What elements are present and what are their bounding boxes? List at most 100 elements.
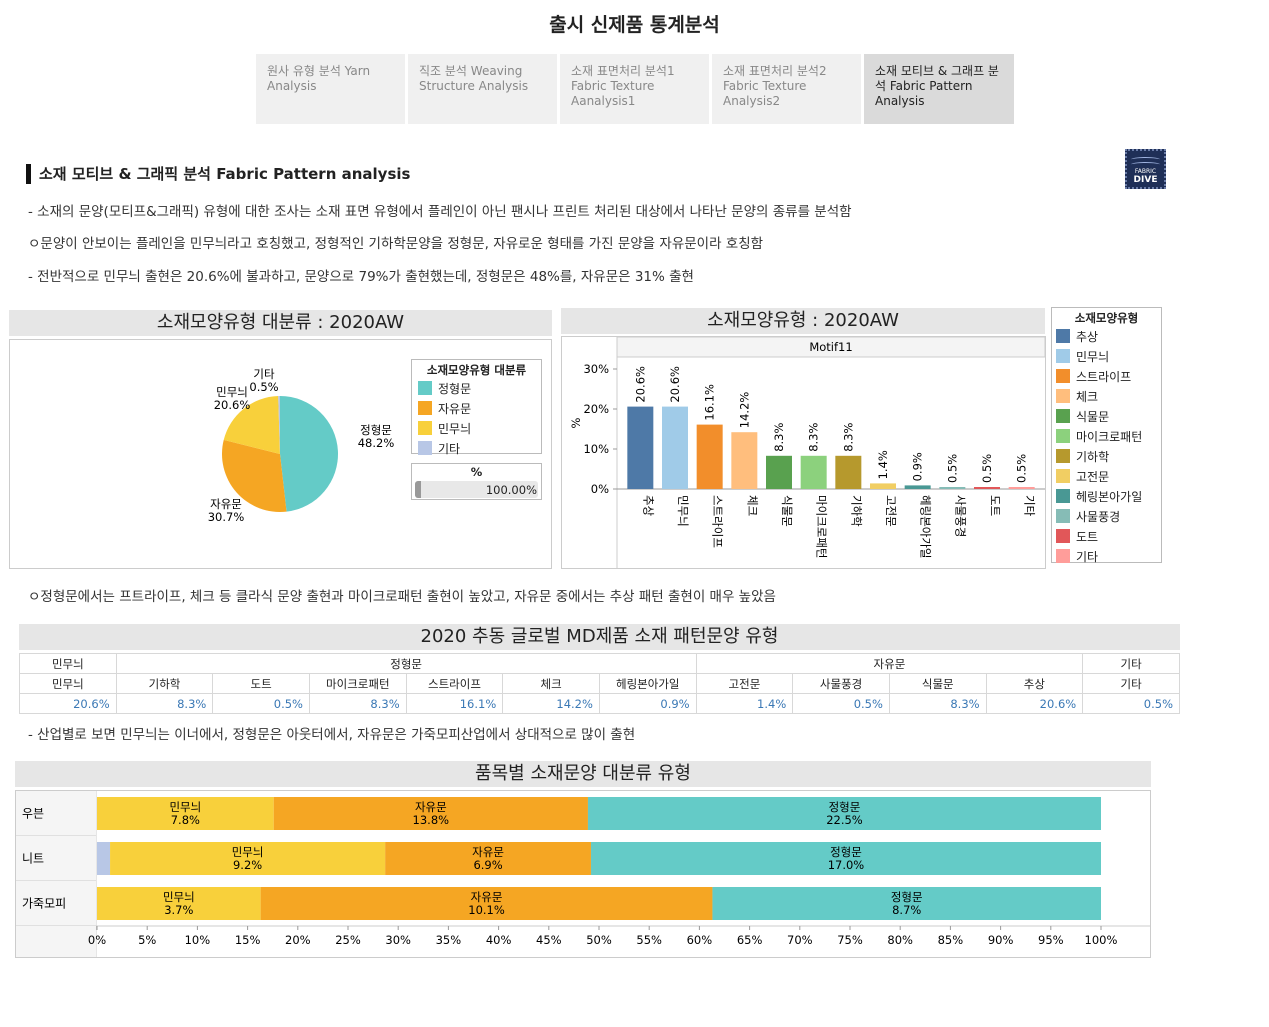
pie-legend-title: 소재모양유형 대분류 [426,363,527,377]
table-cell: 8.3% [888,693,987,714]
tab-fabric-texture-2[interactable]: 소재 표면처리 분석2 Fabric Texture Analysis2 [712,54,861,124]
pct-filter[interactable]: % 100.00% [411,463,542,500]
tab-fabric-pattern[interactable]: 소재 모티브 & 그래프 분석 Fabric Pattern Analysis [864,54,1014,124]
bar-11[interactable] [1008,487,1035,489]
bar-legend-item[interactable]: 민무늬 [1056,346,1157,366]
description-2: ㅇ문양이 안보이는 플레인을 민무늬라고 호칭했고, 정형적인 기하학문양을 정… [28,236,764,252]
table-column-header: 마이크로패턴 [308,673,407,694]
pie-label-name: 자유문 [210,497,242,511]
table-cell: 20.6% [19,693,117,714]
pie-slice-2[interactable] [223,396,280,454]
table-title: 2020 추동 글로벌 MD제품 소재 패턴문양 유형 [19,624,1180,650]
bar-9[interactable] [939,487,966,489]
bar-10[interactable] [974,487,1000,489]
stack-segment-3[interactable] [587,797,1101,830]
pie-slice-1[interactable] [222,439,287,512]
pie-legend-item[interactable]: 기타 [418,438,535,458]
stack-segment-1[interactable] [97,887,261,920]
table-cell: 0.5% [792,693,890,714]
bar-legend-item[interactable]: 추상 [1056,326,1157,346]
pie-legend-item[interactable]: 정형문 [418,378,535,398]
bar-ylabel: % [569,417,583,428]
bar-ytick: 10% [583,442,609,456]
stack-segment-1[interactable] [97,797,274,830]
bar-legend-item[interactable]: 사물풍경 [1056,506,1157,526]
pie-slice-0[interactable] [280,396,338,512]
pie-slice-3[interactable] [278,396,280,454]
stack-xtick: 5% [138,933,156,947]
pie-legend-item[interactable]: 민무늬 [418,418,535,438]
pie-legend-item[interactable]: 자유문 [418,398,535,418]
bar-legend-item[interactable]: 기타 [1056,546,1157,566]
legend-swatch [1056,329,1070,343]
table-column-header: 추상 [985,673,1084,694]
bar-header-label: Motif11 [809,340,852,354]
stack-segment-3[interactable] [590,842,1101,875]
bar-2[interactable] [696,424,723,489]
bar-legend-item[interactable]: 마이크로패턴 [1056,426,1157,446]
bar-legend-item[interactable]: 고전문 [1056,466,1157,486]
bar-0[interactable] [627,406,654,489]
legend-label: 추상 [1076,329,1099,344]
stack-segment-1[interactable] [110,842,386,875]
stack-xtick: 30% [385,933,411,947]
pct-filter-slider[interactable] [415,481,538,498]
bar-legend-item[interactable]: 기하학 [1056,446,1157,466]
table-group-header: 기타 [1082,653,1180,674]
bar-value-label: 0.9% [911,452,925,481]
table-column-header: 헤링본아가일 [598,673,697,694]
tab-weaving-structure[interactable]: 직조 분석 Weaving Structure Analysis [408,54,557,124]
bar-5[interactable] [800,455,827,489]
stack-segment-2[interactable] [385,842,591,875]
bar-legend-item[interactable]: 체크 [1056,386,1157,406]
stack-xtick: 95% [1038,933,1064,947]
stack-segment-value: 17.0% [828,858,865,872]
tab-fabric-texture-1[interactable]: 소재 표면처리 분석1 Fabric Texture Aanalysis1 [560,54,709,124]
table-cell: 1.4% [695,693,794,714]
stack-segment-name: 민무늬 [169,800,201,814]
bar-legend-title: 소재모양유형 [1074,311,1139,325]
bar-value-label: 8.3% [772,423,786,452]
bar-value-label: 1.4% [876,450,890,479]
stack-xtick: 10% [185,933,211,947]
table-group-header: 정형문 [115,653,697,674]
table-cell: 0.5% [212,693,310,714]
legend-label: 민무늬 [438,421,472,436]
stack-segment-name: 자유문 [472,845,504,859]
bar-legend-item[interactable]: 도트 [1056,526,1157,546]
table-cell: 8.3% [308,693,407,714]
bar-6[interactable] [835,455,862,489]
stack-segment-value: 3.7% [164,903,193,917]
bar-value-label: 0.5% [1015,454,1029,483]
stack-segment-value: 7.8% [171,813,200,827]
bar-1[interactable] [662,406,688,489]
bar-8[interactable] [904,485,931,489]
stack-xtick: 90% [988,933,1014,947]
legend-label: 사물풍경 [1076,509,1121,524]
table-cell: 16.1% [405,693,504,714]
bar-7[interactable] [870,483,896,489]
stack-segment-value: 9.2% [233,858,262,872]
tab-yarn-analysis[interactable]: 원사 유형 분석 Yarn Analysis [256,54,405,124]
bar-category-label: 고전문 [884,495,898,527]
stack-segment-2[interactable] [273,797,588,830]
bar-category-label: 사물풍경 [953,495,967,537]
stack-segment-2[interactable] [260,887,713,920]
bar-legend-item[interactable]: 식물문 [1056,406,1157,426]
bar-3[interactable] [731,432,758,489]
section-heading: 소재 모티브 & 그래픽 분석 Fabric Pattern analysis [26,164,410,184]
bar-4[interactable] [766,455,792,489]
stack-segment-3[interactable] [712,887,1101,920]
bar-category-label: 추상 [641,495,655,517]
bar-category-label: 기하학 [849,495,863,527]
stack-xtick: 75% [837,933,863,947]
bar-legend-item[interactable]: 스트라이프 [1056,366,1157,386]
stack-segment-0[interactable] [97,842,111,875]
pie-label-name: 민무늬 [216,385,248,399]
bar-legend-item[interactable]: 헤링본아가일 [1056,486,1157,506]
stack-segment-name: 민무늬 [232,845,264,859]
bar-value-label: 14.2% [737,392,751,429]
table-column-header: 기타 [1082,673,1180,694]
bar-value-label: 20.6% [633,366,647,403]
